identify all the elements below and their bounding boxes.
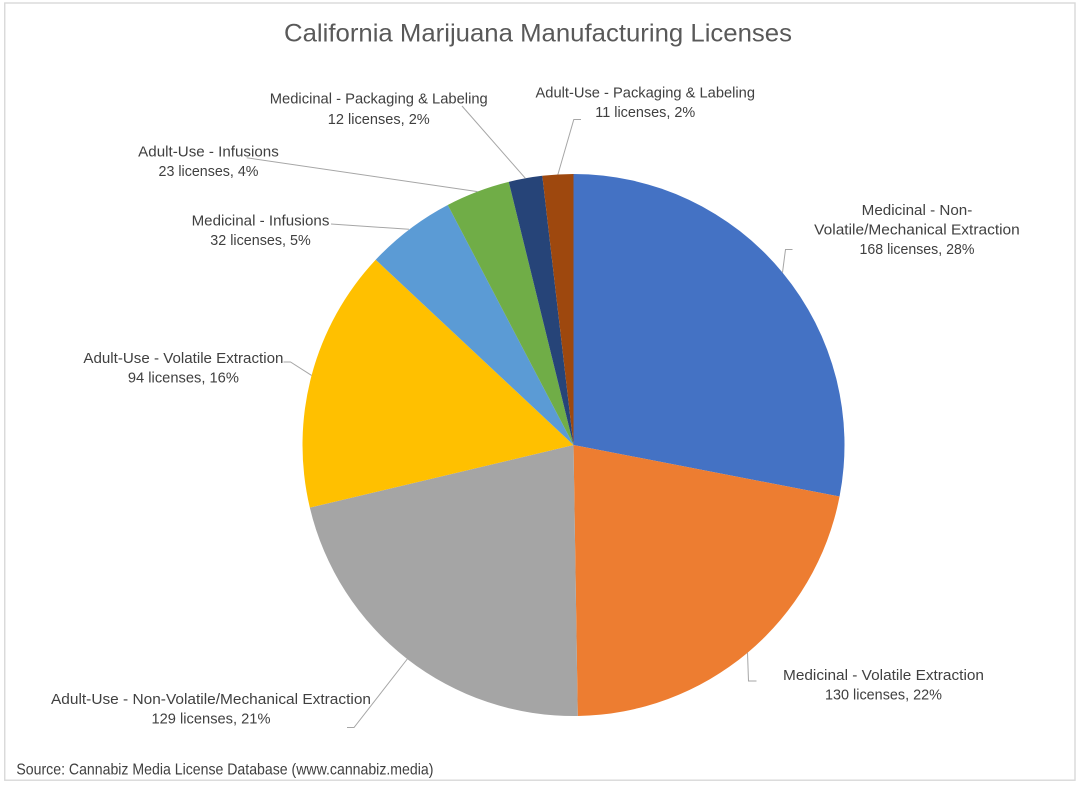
svg-text:Adult-Use - Volatile Extractio: Adult-Use - Volatile Extraction <box>83 350 283 367</box>
svg-text:12 licenses, 2%: 12 licenses, 2% <box>328 111 430 128</box>
svg-text:Medicinal - Packaging & Labeli: Medicinal - Packaging & Labeling <box>270 91 488 108</box>
svg-text:168 licenses, 28%: 168 licenses, 28% <box>860 241 975 258</box>
svg-text:Adult-Use - Non-Volatile/Mecha: Adult-Use - Non-Volatile/Mechanical Extr… <box>51 691 371 708</box>
svg-text:130 licenses, 22%: 130 licenses, 22% <box>825 687 942 704</box>
svg-text:32 licenses, 5%: 32 licenses, 5% <box>210 232 310 249</box>
svg-text:California Marijuana Manufactu: California Marijuana Manufacturing Licen… <box>284 20 792 48</box>
svg-text:23 licenses, 4%: 23 licenses, 4% <box>159 163 259 180</box>
svg-text:Medicinal - Infusions: Medicinal - Infusions <box>192 212 330 229</box>
svg-text:Volatile/Mechanical Extraction: Volatile/Mechanical Extraction <box>814 222 1020 239</box>
svg-text:Medicinal - Non-: Medicinal - Non- <box>862 202 973 219</box>
svg-text:94 licenses, 16%: 94 licenses, 16% <box>128 370 239 387</box>
svg-text:129 licenses, 21%: 129 licenses, 21% <box>152 711 271 728</box>
svg-text:Source: Cannabiz Media License: Source: Cannabiz Media License Database … <box>16 762 433 779</box>
svg-text:11 licenses, 2%: 11 licenses, 2% <box>595 104 695 121</box>
svg-text:Adult-Use - Packaging & Labeli: Adult-Use - Packaging & Labeling <box>536 84 756 101</box>
svg-text:Medicinal - Volatile Extractio: Medicinal - Volatile Extraction <box>783 667 984 684</box>
svg-text:Adult-Use - Infusions: Adult-Use - Infusions <box>138 144 279 161</box>
